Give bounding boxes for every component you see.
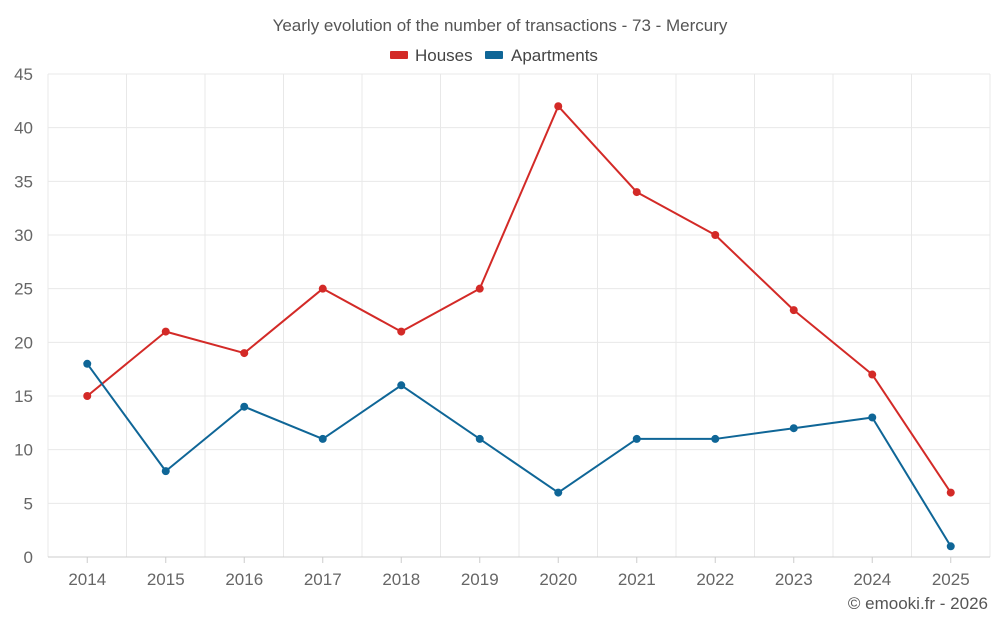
data-point-apartments[interactable]	[318, 434, 327, 443]
data-point-apartments[interactable]	[946, 542, 955, 551]
data-point-houses[interactable]	[711, 231, 720, 239]
grid	[47, 73, 991, 557]
y-tick-label: 10	[14, 441, 33, 460]
data-point-apartments[interactable]	[554, 488, 563, 497]
data-point-houses[interactable]	[475, 284, 484, 293]
data-point-houses[interactable]	[789, 306, 798, 315]
data-point-apartments[interactable]	[83, 359, 92, 368]
data-point-apartments[interactable]	[789, 424, 798, 433]
data-point-houses[interactable]	[868, 370, 877, 379]
data-point-apartments[interactable]	[240, 402, 249, 411]
data-point-houses[interactable]	[161, 327, 170, 336]
chart-title: Yearly evolution of the number of transa…	[273, 16, 728, 35]
y-tick-label: 25	[14, 280, 33, 299]
data-point-houses[interactable]	[83, 392, 92, 400]
y-tick-label: 30	[14, 226, 33, 245]
x-tick-label: 2015	[147, 570, 185, 589]
x-tick-label: 2019	[461, 570, 499, 589]
data-point-houses[interactable]	[946, 488, 955, 497]
data-point-houses[interactable]	[554, 102, 563, 111]
data-point-apartments[interactable]	[161, 467, 170, 476]
x-tick-label: 2025	[932, 570, 970, 589]
y-tick-label: 15	[14, 387, 33, 406]
x-tick-label: 2021	[618, 570, 656, 589]
data-point-apartments[interactable]	[475, 434, 484, 443]
y-tick-label: 40	[14, 119, 33, 138]
series-line-houses	[86, 105, 952, 494]
series-apartments	[83, 359, 955, 551]
x-tick-label: 2014	[68, 570, 106, 589]
x-tick-label: 2022	[696, 570, 734, 589]
data-point-apartments[interactable]	[397, 381, 406, 390]
data-point-houses[interactable]	[318, 284, 327, 293]
series-layer	[83, 102, 955, 551]
x-tick-label: 2018	[382, 570, 420, 589]
legend-label-apartments[interactable]: Apartments	[511, 46, 598, 65]
data-point-apartments[interactable]	[868, 413, 877, 422]
data-point-houses[interactable]	[397, 327, 406, 336]
y-tick-label: 5	[24, 494, 33, 513]
legend-swatch-houses	[390, 51, 408, 59]
data-point-houses[interactable]	[240, 349, 249, 358]
legend-swatch-apartments	[485, 51, 503, 59]
y-tick-label: 0	[24, 548, 33, 567]
x-tick-label: 2023	[775, 570, 813, 589]
credit-text: © emooki.fr - 2026	[848, 594, 988, 613]
x-tick-label: 2020	[539, 570, 577, 589]
series-houses	[83, 102, 955, 497]
y-tick-label: 35	[14, 172, 33, 191]
x-tick-label: 2017	[304, 570, 342, 589]
series-line-apartments	[86, 363, 952, 547]
x-tick-label: 2024	[853, 570, 891, 589]
y-tick-label: 20	[14, 333, 33, 352]
legend: Houses Apartments	[390, 46, 598, 65]
data-point-apartments[interactable]	[632, 434, 641, 443]
y-tick-label: 45	[14, 65, 33, 84]
data-point-apartments[interactable]	[711, 434, 720, 443]
data-point-houses[interactable]	[632, 188, 641, 197]
legend-label-houses[interactable]: Houses	[415, 46, 473, 65]
x-tick-label: 2016	[225, 570, 263, 589]
